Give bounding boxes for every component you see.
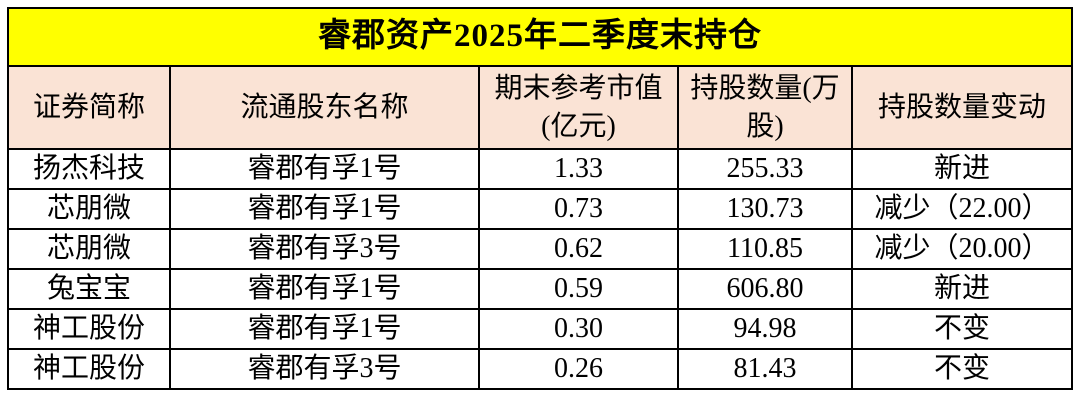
cell-share-change: 不变	[850, 308, 1074, 350]
col-header-market-value: 期末参考市值(亿元)	[478, 65, 679, 150]
table-row: 神工股份 睿郡有孚3号 0.26 81.43 不变	[7, 348, 1074, 390]
cell-holder-name: 睿郡有孚3号	[169, 228, 480, 270]
col-header-stock-name: 证券简称	[7, 65, 171, 150]
table-row: 扬杰科技 睿郡有孚1号 1.33 255.33 新进	[7, 148, 1074, 190]
table-row: 芯朋微 睿郡有孚3号 0.62 110.85 减少（20.00）	[7, 228, 1074, 270]
title-row: 睿郡资产2025年二季度末持仓	[6, 7, 1074, 67]
table-row: 神工股份 睿郡有孚1号 0.30 94.98 不变	[7, 308, 1074, 350]
cell-stock-name: 芯朋微	[7, 228, 171, 270]
cell-holder-name: 睿郡有孚3号	[169, 348, 480, 390]
cell-market-value: 0.59	[478, 268, 679, 310]
cell-share-count: 255.33	[677, 148, 853, 190]
cell-holder-name: 睿郡有孚1号	[169, 188, 480, 230]
cell-share-count: 130.73	[677, 188, 853, 230]
cell-market-value: 0.26	[478, 348, 679, 390]
cell-stock-name: 兔宝宝	[7, 268, 171, 310]
header-row: 证券简称 流通股东名称 期末参考市值(亿元) 持股数量(万股) 持股数量变动	[7, 65, 1074, 150]
cell-share-count: 606.80	[677, 268, 853, 310]
cell-market-value: 0.30	[478, 308, 679, 350]
cell-share-change: 新进	[850, 268, 1074, 310]
cell-share-change: 新进	[850, 148, 1074, 190]
cell-market-value: 1.33	[478, 148, 679, 190]
cell-holder-name: 睿郡有孚1号	[169, 268, 480, 310]
cell-stock-name: 神工股份	[7, 308, 171, 350]
cell-share-change: 减少（22.00）	[850, 188, 1074, 230]
col-header-holder-name: 流通股东名称	[169, 65, 480, 150]
col-header-share-count: 持股数量(万股)	[677, 65, 853, 150]
cell-stock-name: 扬杰科技	[7, 148, 171, 190]
cell-share-change: 减少（20.00）	[850, 228, 1074, 270]
cell-holder-name: 睿郡有孚1号	[169, 148, 480, 190]
cell-share-count: 94.98	[677, 308, 853, 350]
table-row: 兔宝宝 睿郡有孚1号 0.59 606.80 新进	[7, 268, 1074, 310]
cell-holder-name: 睿郡有孚1号	[169, 308, 480, 350]
holdings-table: 睿郡资产2025年二季度末持仓 证券简称 流通股东名称 期末参考市值(亿元) 持…	[6, 7, 1074, 390]
cell-market-value: 0.62	[478, 228, 679, 270]
cell-share-count: 81.43	[677, 348, 853, 390]
table-row: 芯朋微 睿郡有孚1号 0.73 130.73 减少（22.00）	[7, 188, 1074, 230]
cell-share-count: 110.85	[677, 228, 853, 270]
col-header-share-change: 持股数量变动	[850, 65, 1074, 150]
cell-share-change: 不变	[850, 348, 1074, 390]
table-title: 睿郡资产2025年二季度末持仓	[6, 7, 1074, 67]
cell-market-value: 0.73	[478, 188, 679, 230]
cell-stock-name: 芯朋微	[7, 188, 171, 230]
cell-stock-name: 神工股份	[7, 348, 171, 390]
